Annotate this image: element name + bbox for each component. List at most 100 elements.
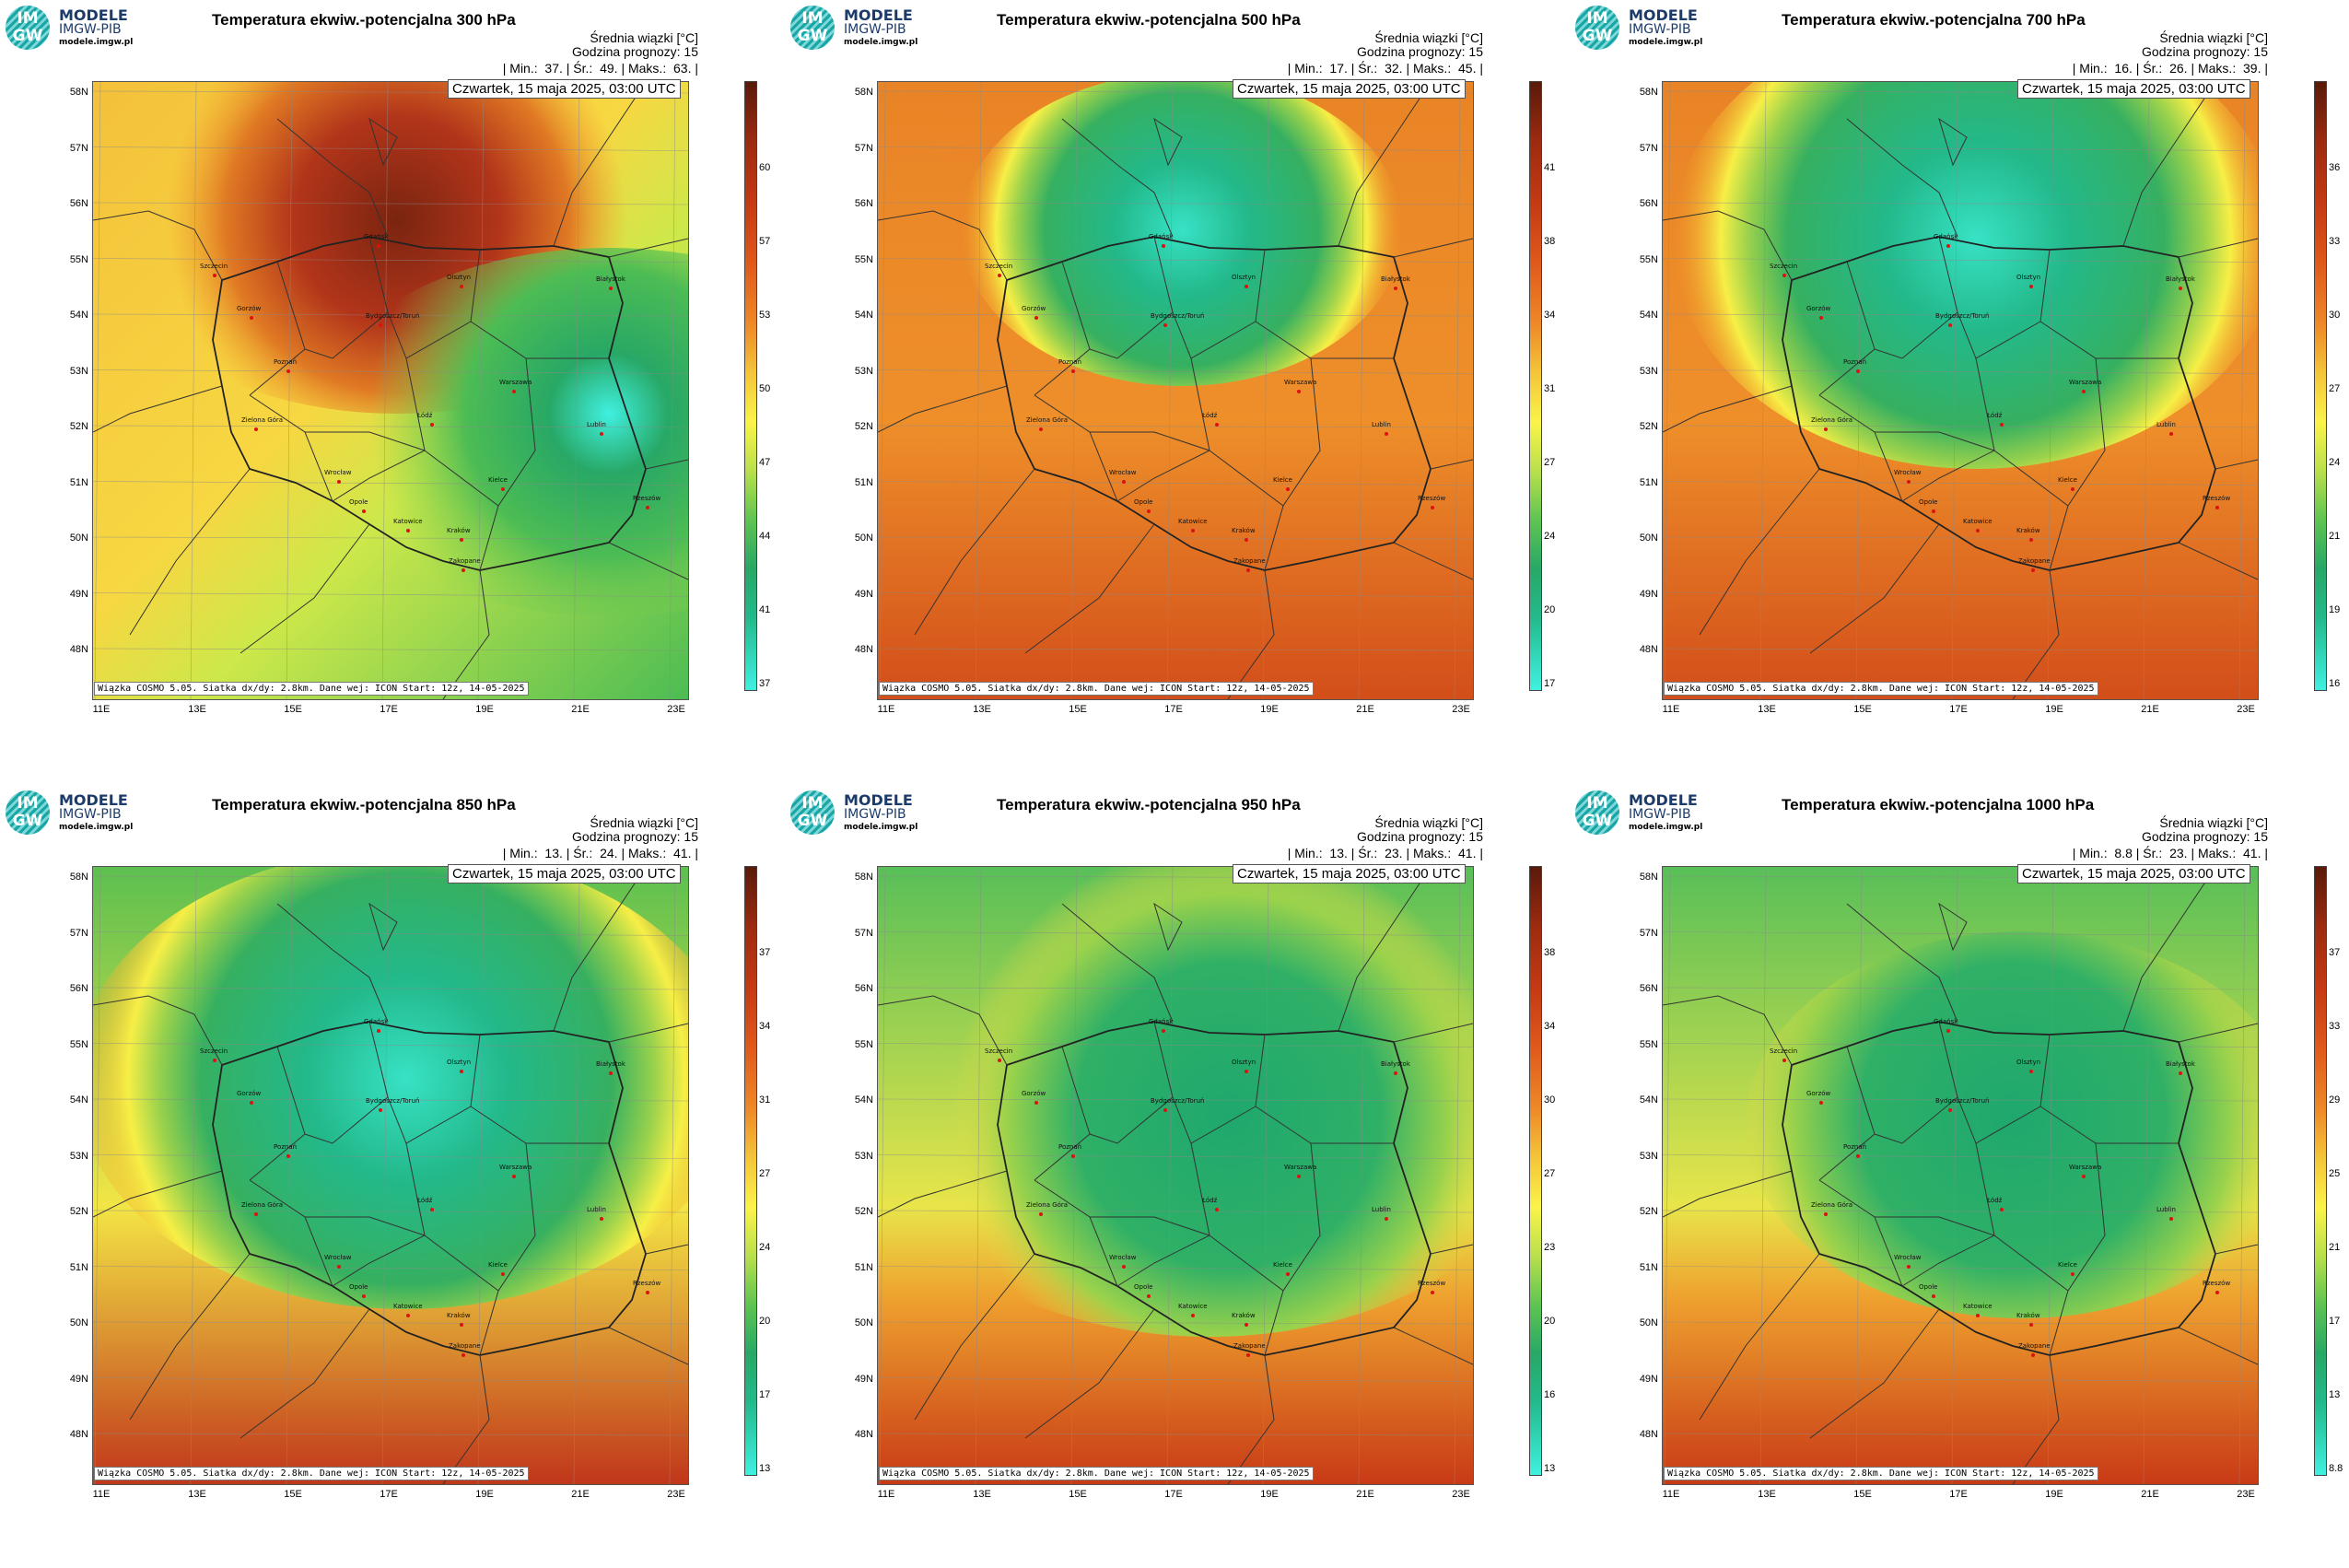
city-label: Opole <box>1134 498 1153 506</box>
colour-scale-tick: 38 <box>1544 947 1556 958</box>
city-label: Zakopane <box>449 557 481 565</box>
stat-min: 13. <box>1329 846 1348 860</box>
info-forecast-hour: Godzina prognozy: 15 <box>1357 44 1483 59</box>
logo-mark-bottom: GW <box>797 27 828 45</box>
city-label: Gdańsk <box>364 1018 389 1025</box>
stat-mean-label: Śr.: <box>2143 846 2163 860</box>
longitude-tick: 17E <box>1164 704 1183 715</box>
colour-scale-tick: 27 <box>2329 383 2341 394</box>
imgw-logo: IM GW MODELE IMGW-PIB modele.imgw.pl <box>6 6 144 52</box>
city-marker <box>430 1208 434 1211</box>
city-marker <box>1122 480 1126 484</box>
city-marker <box>430 423 434 427</box>
city-label: Rzeszów <box>633 495 661 502</box>
city-marker <box>460 285 463 288</box>
logo-line1: MODELE <box>1629 6 1698 24</box>
forecast-panel: IM GW MODELE IMGW-PIB modele.imgw.pl Tem… <box>1570 785 2349 1568</box>
city-marker <box>406 529 410 532</box>
city-marker <box>1297 1175 1301 1178</box>
colour-scale-tick: 23 <box>1544 1242 1556 1253</box>
longitude-tick: 15E <box>1069 704 1087 715</box>
latitude-tick: 52N <box>1639 421 1658 432</box>
imgw-logo: IM GW MODELE IMGW-PIB modele.imgw.pl <box>6 790 144 837</box>
city-marker <box>1147 1294 1151 1298</box>
city-label: Zakopane <box>2018 557 2051 565</box>
forecast-panel: IM GW MODELE IMGW-PIB modele.imgw.pl Tem… <box>0 785 783 1568</box>
stat-min-label: Min.: <box>509 846 538 860</box>
panel-stats: | Min.: 16. | Śr.: 26. | Maks.: 39. | <box>2072 61 2268 76</box>
latitude-tick: 50N <box>854 532 873 544</box>
stat-max-label: Maks.: <box>1412 61 1452 76</box>
city-label: Szczecin <box>1770 263 1798 270</box>
stat-mean: 26. <box>2169 61 2188 76</box>
colour-scale-bar <box>2314 866 2327 1476</box>
stat-mean-label: Śr.: <box>573 61 593 76</box>
latitude-tick: 58N <box>1639 872 1658 883</box>
colour-scale-tick: 41 <box>759 604 771 615</box>
colour-scale-bar <box>1529 81 1542 691</box>
city-marker <box>1163 1108 1167 1112</box>
city-label: Białystok <box>2166 275 2195 283</box>
city-marker <box>250 1101 253 1105</box>
city-marker <box>1071 1154 1075 1158</box>
logo-line1: MODELE <box>1629 791 1698 809</box>
logo-mark-bottom: GW <box>1582 812 1613 830</box>
stat-max-label: Maks.: <box>627 846 667 860</box>
city-marker <box>362 1294 366 1298</box>
city-marker <box>2029 1323 2033 1327</box>
city-label: Gdańsk <box>1149 233 1174 240</box>
city-marker <box>2082 1175 2086 1178</box>
panel-stats: | Min.: 13. | Śr.: 24. | Maks.: 41. | <box>502 846 698 860</box>
city-label: Białystok <box>596 275 625 283</box>
city-label: Lublin <box>587 1206 606 1213</box>
latitude-tick: 49N <box>1639 588 1658 600</box>
colour-scale-tick: 60 <box>759 162 771 173</box>
city-marker <box>250 316 253 320</box>
colour-scale-tick: 34 <box>1544 310 1556 321</box>
city-label: Bydgoszcz/Toruń <box>1935 312 1990 320</box>
city-marker <box>286 1154 290 1158</box>
city-marker <box>1394 287 1397 290</box>
stat-min-label: Min.: <box>509 61 538 76</box>
city-marker <box>1824 1212 1828 1216</box>
city-label: Bydgoszcz/Toruń <box>366 1097 420 1105</box>
city-label: Lublin <box>587 421 606 428</box>
city-label: Zielona Góra <box>1026 1201 1069 1209</box>
city-label: Lublin <box>2156 1206 2176 1213</box>
city-marker <box>377 244 380 248</box>
latitude-tick: 53N <box>1639 1150 1658 1162</box>
map-area: Gdańsk Olsztyn Białystok Szczecin Bydgoszcz/… <box>92 81 689 700</box>
city-marker <box>1948 323 1952 327</box>
city-marker <box>1162 244 1165 248</box>
longitude-tick: 21E <box>571 704 590 715</box>
latitude-tick: 57N <box>854 927 873 939</box>
colour-scale-tick: 34 <box>1544 1021 1556 1032</box>
stat-min: 17. <box>1329 61 1348 76</box>
city-label: Bydgoszcz/Toruń <box>366 312 420 320</box>
city-marker <box>1246 568 1250 572</box>
stat-mean: 32. <box>1385 61 1403 76</box>
city-label: Wrocław <box>324 1254 352 1261</box>
city-label: Gdańsk <box>1934 1018 1958 1025</box>
panel-info: Średnia wiązki [°C] Godzina prognozy: 15 <box>2142 31 2268 59</box>
logo-url: modele.imgw.pl <box>1629 823 1703 832</box>
city-marker <box>1431 506 1434 509</box>
latitude-tick: 48N <box>854 644 873 655</box>
stat-min: 13. <box>544 846 563 860</box>
logo-url: modele.imgw.pl <box>59 38 134 47</box>
longitude-tick: 15E <box>284 1489 302 1500</box>
city-marker <box>2031 568 2035 572</box>
city-label: Kielce <box>1273 1261 1292 1269</box>
city-label: Olsztyn <box>447 1059 472 1066</box>
longitude-tick: 11E <box>877 1489 895 1500</box>
longitude-tick: 17E <box>380 704 398 715</box>
longitude-tick: 17E <box>1949 704 1968 715</box>
stat-max-label: Maks.: <box>2197 846 2237 860</box>
city-marker <box>1819 1101 1823 1105</box>
stat-max: 41. <box>673 846 692 860</box>
city-label: Rzeszów <box>633 1280 661 1287</box>
logo-line2: IMGW-PIB <box>59 807 122 822</box>
longitude-tick: 13E <box>1758 704 1776 715</box>
colour-scale-tick: 44 <box>759 531 771 542</box>
city-marker <box>1286 487 1290 491</box>
